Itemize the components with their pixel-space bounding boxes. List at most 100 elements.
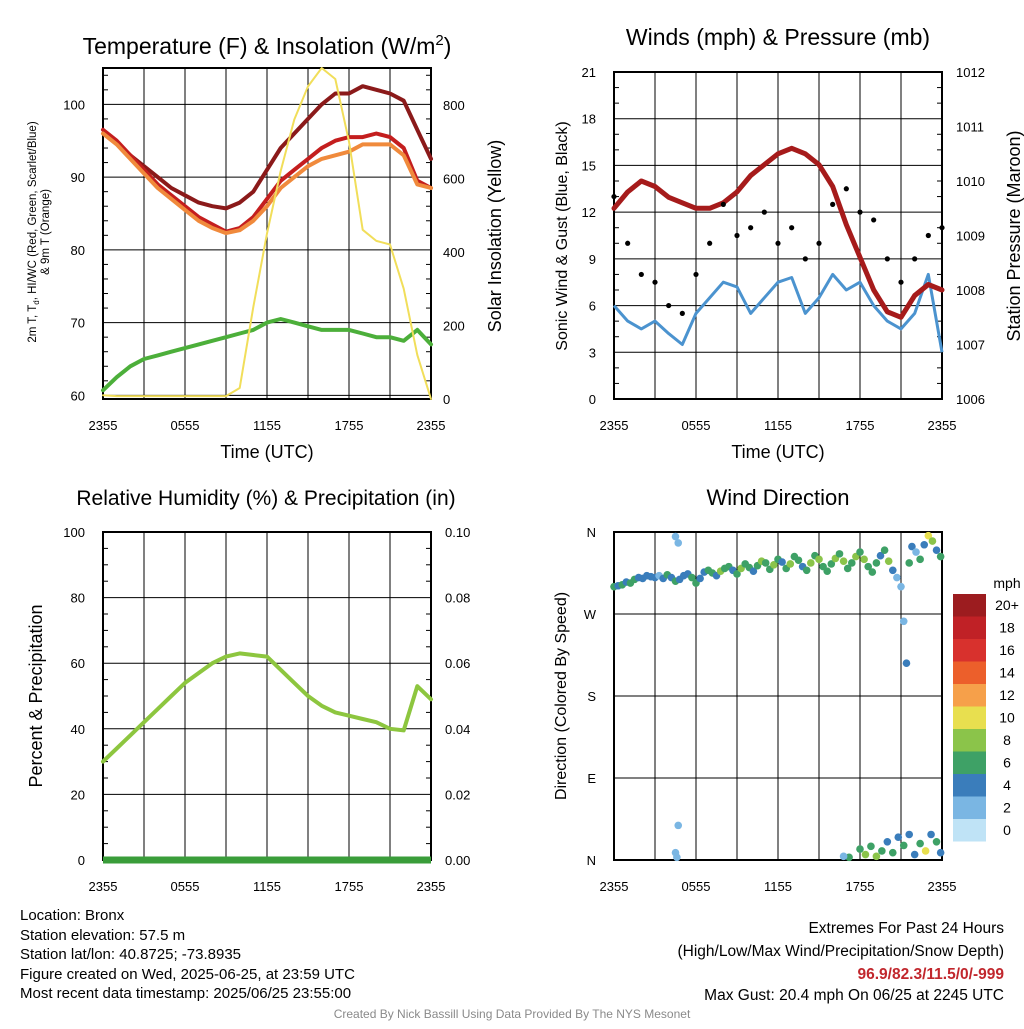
y-tick-label: 60 [71, 656, 85, 671]
legend-label: 16 [999, 642, 1015, 658]
direction-point [867, 842, 875, 851]
gust-point [611, 193, 617, 200]
direction-point [761, 559, 770, 567]
winds-x-label: Time (UTC) [731, 442, 824, 462]
direction-point [924, 531, 933, 540]
gust-point [789, 225, 795, 231]
wind-direction-y-label: Direction (Colored By Speed) [553, 592, 570, 800]
credit-line: Created By Nick Bassill Using Data Provi… [333, 1007, 691, 1021]
direction-point [673, 853, 681, 862]
station-pressure-line [611, 145, 945, 320]
direction-point [889, 566, 897, 575]
y-tick-label: 20 [71, 787, 85, 802]
direction-point [749, 567, 758, 575]
direction-point [910, 850, 919, 859]
x-tick-label: 2355 [417, 418, 446, 433]
temperature-chart-title: Temperature (F) & Insolation (W/m2) [83, 32, 452, 59]
y2-tick-label: 400 [443, 245, 465, 260]
gust-point [734, 232, 740, 239]
speed-color-legend: 20+ 18 16 14 12 10 8 6 4 2 0 [953, 594, 1019, 842]
y2-tick-label: 0.06 [445, 656, 470, 671]
direction-point [936, 848, 945, 857]
direction-tick-label: W [584, 607, 597, 622]
direction-point [927, 830, 935, 839]
sonic-wind-line [612, 272, 944, 353]
legend-swatch [953, 684, 986, 707]
winds-axes: 2355 0555 1155 1755 2355 0 3 6 9 12 15 18 21 1006 1007… [582, 65, 985, 433]
y-tick-label: 80 [71, 591, 85, 606]
direction-point [802, 566, 811, 575]
direction-point [921, 847, 930, 855]
temperature-y-label-line1: 2m T, Td, HI/WC (Red, Green, Scarlet/Blu… [27, 121, 41, 342]
x-tick-label: 1155 [764, 879, 792, 894]
x-tick-label: 0555 [682, 879, 711, 894]
recent-data-timestamp: Most recent data timestamp: 2025/06/25 2… [20, 985, 352, 1002]
direction-point [912, 548, 920, 556]
y-tick-label: 15 [582, 158, 596, 173]
gust-point [638, 271, 644, 278]
wind-direction-axes: 2355 0555 1155 1755 2355 N E S W N [584, 525, 957, 894]
gust-point [912, 256, 918, 262]
direction-tick-label: S [587, 689, 596, 704]
direction-point [902, 659, 911, 667]
direction-point [839, 557, 848, 565]
extremes-subheading: (High/Low/Max Wind/Precipitation/Snow De… [677, 943, 1005, 960]
direction-point [815, 555, 823, 564]
direction-point [856, 548, 864, 556]
station-pressure-y2-label: Station Pressure (Maroon) [1004, 130, 1024, 341]
y2-tick-label: 1009 [956, 229, 985, 244]
legend-label: 20+ [995, 597, 1019, 613]
direction-point [688, 573, 696, 582]
direction-point [916, 839, 924, 848]
wind-direction-chart-title: Wind Direction [706, 485, 849, 510]
y2-tick-label: 1006 [956, 392, 985, 407]
legend-swatch [953, 639, 986, 662]
legend-swatch [953, 594, 986, 617]
direction-point [884, 557, 893, 565]
humidity-panel: Relative Humidity (%) & Precipitation (i… [26, 487, 470, 894]
gust-point [666, 302, 672, 309]
direction-point [848, 559, 856, 567]
direction-point [928, 537, 937, 545]
direction-point [856, 845, 864, 853]
legend-swatch [953, 819, 986, 842]
direction-point [932, 837, 941, 846]
solar-insolation-y2-label: Solar Insolation (Yellow) [485, 140, 505, 332]
y-tick-label: 80 [71, 243, 85, 258]
gust-point [816, 240, 822, 246]
x-tick-label: 1755 [846, 418, 875, 433]
station-latlon: Station lat/lon: 40.8725; -73.8935 [20, 946, 242, 963]
x-tick-label: 0555 [171, 418, 200, 433]
x-tick-label: 2355 [417, 879, 446, 894]
humidity-chart-title: Relative Humidity (%) & Precipitation (i… [76, 487, 455, 510]
y-tick-label: 9 [589, 252, 596, 267]
direction-point [880, 546, 889, 555]
temperature-series-line-4 [102, 67, 432, 400]
direction-point [876, 551, 885, 560]
station-location: Location: Bronx [20, 907, 125, 924]
temperature-series-line-0 [114, 84, 433, 211]
winds-chart-title: Winds (mph) & Pressure (mb) [626, 24, 930, 50]
direction-point [897, 582, 905, 591]
legend-swatch [953, 796, 986, 819]
x-tick-label: 0555 [171, 879, 200, 894]
direction-point [899, 617, 908, 626]
direction-point [868, 568, 877, 576]
plot-frame [613, 531, 943, 861]
direction-point [908, 542, 916, 551]
direction-point [843, 564, 852, 573]
wind-direction-panel: Wind Direction Direction (Colored By Spe… [553, 485, 1021, 894]
legend-label: 12 [999, 687, 1015, 703]
y2-tick-label: 0.10 [445, 525, 470, 540]
legend-swatch [953, 729, 986, 752]
direction-point [932, 546, 941, 555]
y2-tick-label: 1011 [956, 120, 984, 135]
temperature-panel: Temperature (F) & Insolation (W/m2) 2m T… [27, 32, 505, 462]
direction-point [893, 573, 901, 582]
direction-point [823, 567, 831, 575]
direction-point [860, 555, 868, 564]
gust-point [652, 279, 658, 285]
x-tick-label: 2355 [600, 418, 629, 433]
direction-point [920, 540, 929, 549]
gust-point [720, 201, 726, 207]
